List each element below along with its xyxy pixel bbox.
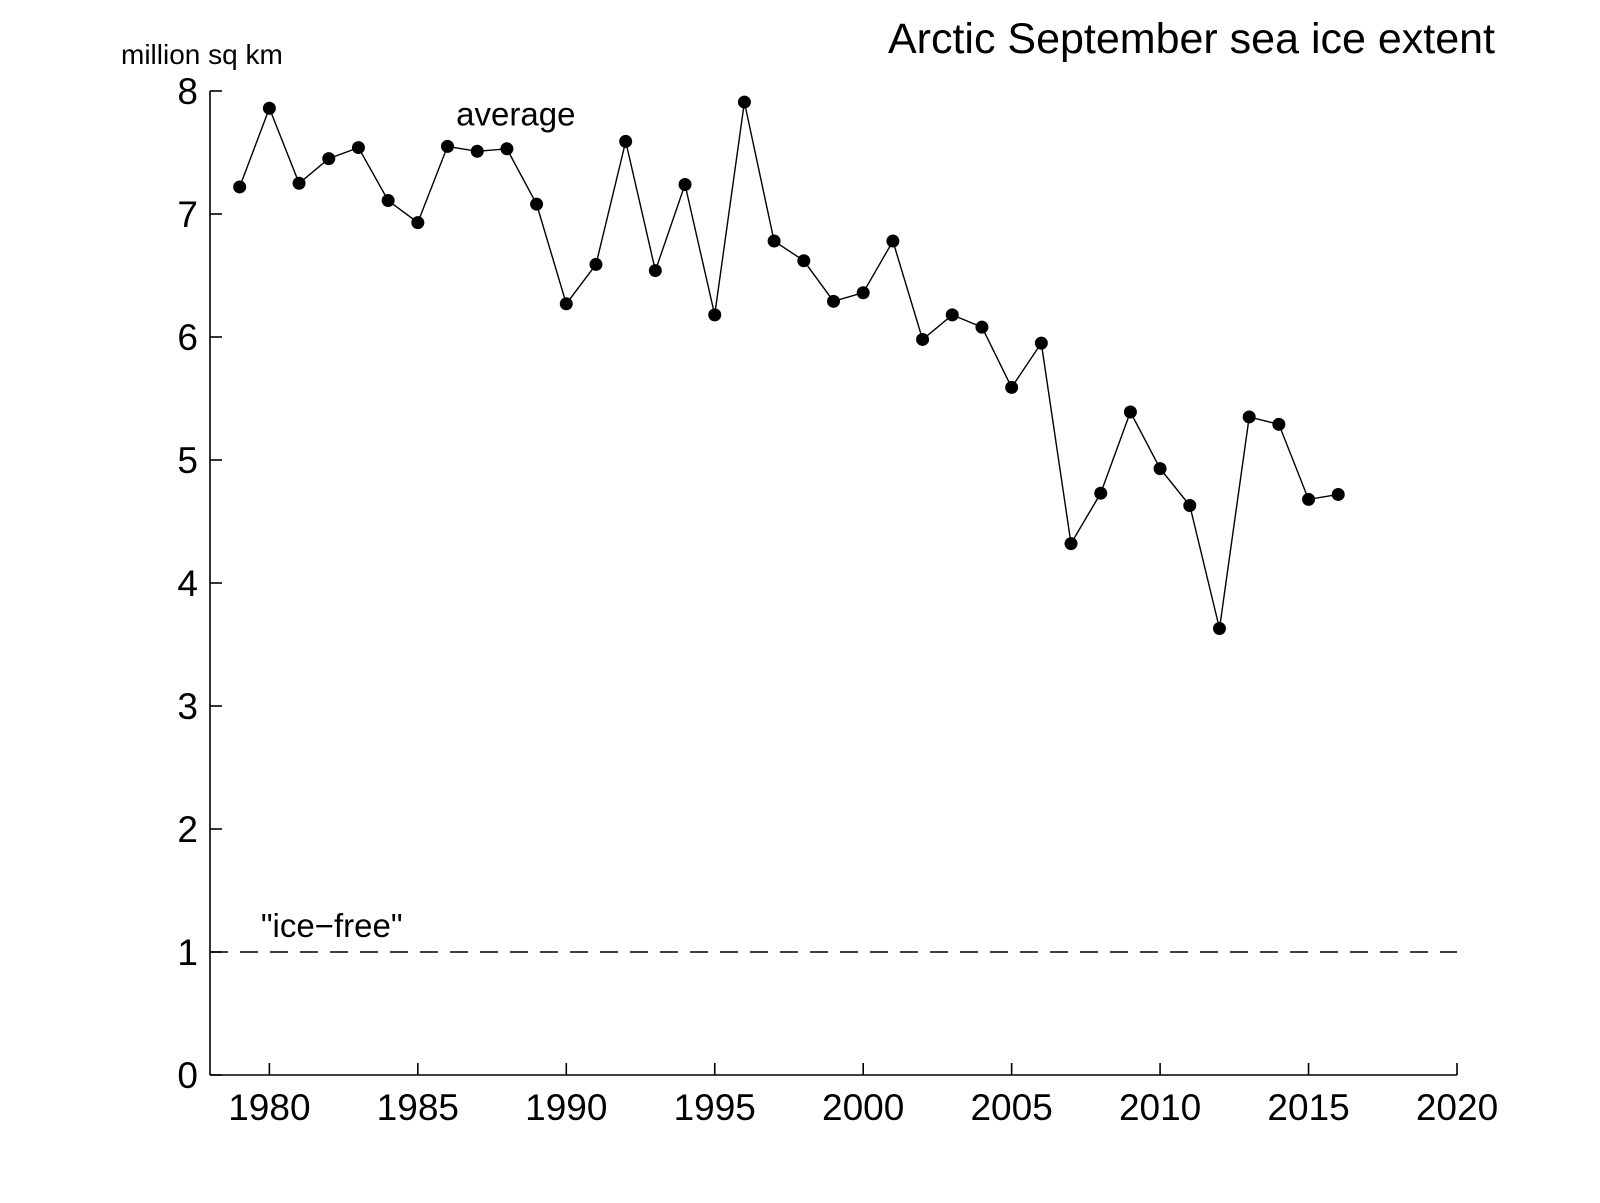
data-point bbox=[945, 308, 959, 322]
y-tick-label: 3 bbox=[177, 686, 198, 727]
chart-title: Arctic September sea ice extent bbox=[888, 15, 1495, 63]
x-tick-label: 2020 bbox=[1416, 1087, 1498, 1128]
data-point bbox=[975, 320, 989, 334]
x-tick-label: 2015 bbox=[1267, 1087, 1349, 1128]
y-axis-ticks: 0 1 2 3 4 5 6 7 8 bbox=[177, 71, 222, 1096]
data-point bbox=[767, 234, 781, 248]
data-point bbox=[1242, 410, 1256, 424]
data-point bbox=[1272, 417, 1286, 431]
data-point bbox=[1183, 499, 1197, 513]
data-point bbox=[441, 139, 455, 153]
annotations: average "ice−free" bbox=[261, 95, 576, 944]
data-point bbox=[1212, 622, 1226, 636]
data-point bbox=[381, 193, 395, 207]
y-tick-label: 4 bbox=[177, 563, 198, 604]
x-axis-ticks: 1980 1985 1990 1995 2000 2005 2010 2015 2020 bbox=[228, 1063, 1498, 1128]
y-axis-unit-label: million sq km bbox=[121, 39, 283, 70]
y-tick-label: 8 bbox=[177, 71, 198, 112]
data-point bbox=[589, 257, 603, 271]
y-tick-label: 5 bbox=[177, 440, 198, 481]
data-point bbox=[916, 332, 930, 346]
data-point bbox=[322, 152, 336, 166]
data-point bbox=[619, 134, 633, 148]
data-point bbox=[1123, 405, 1137, 419]
data-point bbox=[233, 180, 247, 194]
data-point bbox=[827, 294, 840, 308]
data-point bbox=[1153, 462, 1167, 476]
series-line bbox=[239, 101, 1339, 629]
data-point bbox=[856, 286, 870, 300]
data-point bbox=[500, 142, 514, 156]
annotation-ice-free: "ice−free" bbox=[261, 907, 403, 944]
data-point bbox=[1064, 537, 1078, 551]
data-point bbox=[351, 141, 365, 155]
y-tick-label: 0 bbox=[177, 1055, 198, 1096]
x-tick-label: 2000 bbox=[822, 1087, 904, 1128]
x-tick-label: 1985 bbox=[377, 1087, 459, 1128]
y-tick-label: 6 bbox=[177, 317, 198, 358]
data-point bbox=[886, 234, 900, 248]
data-point bbox=[678, 177, 692, 191]
data-point bbox=[1034, 336, 1048, 350]
data-point bbox=[797, 254, 811, 268]
data-point bbox=[1094, 486, 1108, 500]
x-tick-label: 1980 bbox=[228, 1087, 310, 1128]
data-point bbox=[411, 216, 425, 230]
data-point bbox=[262, 101, 276, 115]
x-tick-label: 2010 bbox=[1119, 1087, 1201, 1128]
data-point bbox=[1005, 380, 1019, 394]
data-point bbox=[708, 308, 722, 322]
data-point bbox=[292, 176, 306, 190]
data-point bbox=[737, 95, 751, 109]
data-point bbox=[1331, 487, 1345, 501]
y-tick-label: 2 bbox=[177, 809, 198, 850]
x-tick-label: 1995 bbox=[674, 1087, 756, 1128]
data-point bbox=[530, 197, 544, 211]
data-point bbox=[1302, 492, 1316, 506]
data-point bbox=[470, 144, 484, 158]
y-tick-label: 7 bbox=[177, 194, 198, 235]
data-point bbox=[559, 297, 573, 311]
x-tick-label: 1990 bbox=[525, 1087, 607, 1128]
data-point bbox=[648, 264, 662, 278]
y-tick-label: 1 bbox=[177, 932, 198, 973]
annotation-average: average bbox=[456, 95, 575, 132]
x-tick-label: 2005 bbox=[970, 1087, 1052, 1128]
data-series bbox=[233, 95, 1345, 636]
